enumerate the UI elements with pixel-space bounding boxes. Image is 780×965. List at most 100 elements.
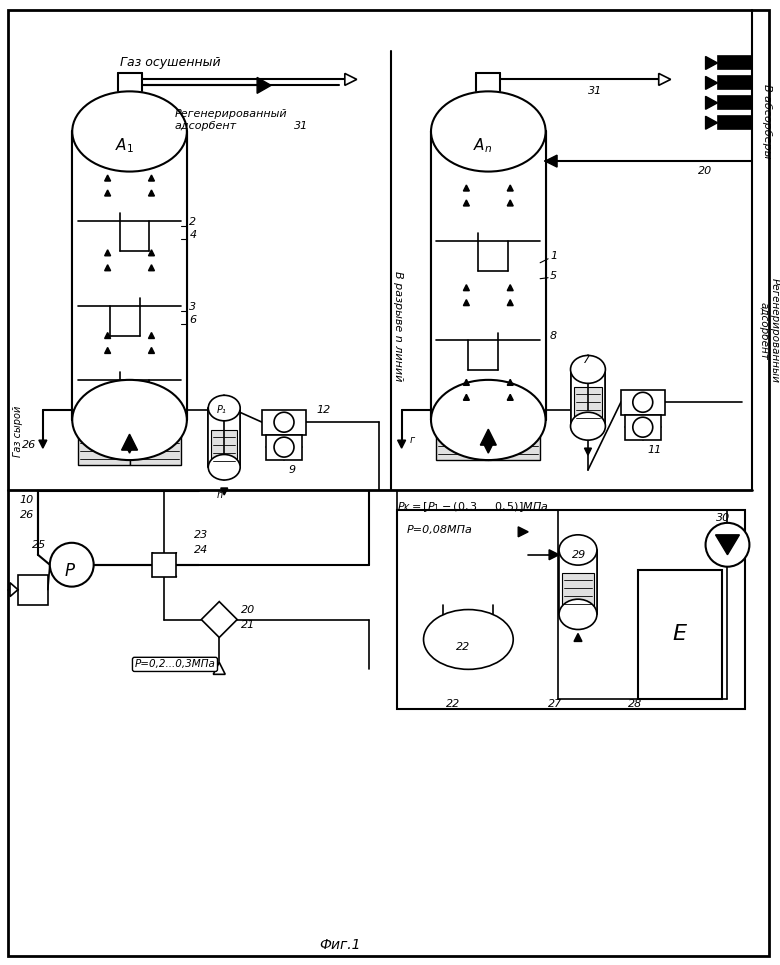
Circle shape: [274, 412, 294, 432]
Polygon shape: [463, 379, 470, 385]
Bar: [211, 430, 237, 468]
Bar: [78, 435, 129, 465]
Bar: [262, 410, 306, 435]
Ellipse shape: [431, 92, 546, 172]
Polygon shape: [484, 445, 492, 454]
Polygon shape: [105, 347, 111, 353]
Polygon shape: [105, 264, 111, 271]
Polygon shape: [463, 395, 470, 400]
Bar: [718, 116, 753, 129]
Text: 21: 21: [241, 620, 255, 629]
Polygon shape: [148, 175, 154, 181]
Text: 20: 20: [697, 166, 712, 176]
Circle shape: [50, 542, 94, 587]
Text: 8: 8: [550, 330, 557, 341]
Bar: [625, 415, 661, 440]
Text: 28: 28: [628, 700, 642, 709]
Ellipse shape: [208, 455, 240, 480]
Polygon shape: [507, 379, 513, 385]
Text: 2: 2: [190, 217, 197, 227]
Text: 6: 6: [190, 315, 197, 324]
Text: 4: 4: [190, 230, 197, 240]
Polygon shape: [148, 190, 154, 196]
Ellipse shape: [559, 535, 597, 565]
Text: 26: 26: [20, 510, 34, 520]
Text: 23: 23: [194, 530, 208, 539]
Bar: [718, 57, 753, 69]
Bar: [638, 569, 722, 700]
Text: Регенерированный
адсорбент: Регенерированный адсорбент: [175, 109, 287, 131]
Text: $P_K=[P_1-(0,3...0,5)]МПа$: $P_K=[P_1-(0,3...0,5)]МПа$: [396, 500, 548, 513]
Text: 10: 10: [20, 495, 34, 505]
Text: В абсорберы: В абсорберы: [762, 84, 772, 158]
Polygon shape: [105, 175, 111, 181]
Ellipse shape: [424, 610, 513, 670]
Polygon shape: [706, 57, 718, 69]
Polygon shape: [105, 190, 111, 196]
Polygon shape: [345, 73, 356, 85]
Polygon shape: [584, 448, 591, 455]
Polygon shape: [463, 185, 470, 191]
Text: 30: 30: [715, 512, 730, 523]
Ellipse shape: [559, 599, 597, 629]
Bar: [574, 387, 602, 427]
Bar: [621, 390, 665, 415]
Text: h: h: [216, 490, 222, 500]
Circle shape: [274, 437, 294, 457]
Polygon shape: [148, 347, 154, 353]
Ellipse shape: [570, 355, 605, 383]
Polygon shape: [10, 583, 18, 596]
Bar: [488, 430, 540, 460]
Text: Газ сырой: Газ сырой: [13, 405, 23, 456]
Bar: [718, 76, 753, 90]
Polygon shape: [507, 185, 513, 191]
Polygon shape: [126, 445, 133, 454]
Polygon shape: [105, 333, 111, 339]
Bar: [718, 96, 753, 109]
Text: 22: 22: [456, 643, 470, 652]
Polygon shape: [463, 300, 470, 306]
Polygon shape: [706, 96, 718, 109]
Ellipse shape: [431, 380, 546, 460]
Polygon shape: [659, 73, 671, 85]
Polygon shape: [507, 200, 513, 206]
Text: 22: 22: [445, 700, 459, 709]
Text: 24: 24: [194, 545, 208, 555]
Text: 26: 26: [22, 440, 36, 450]
Polygon shape: [463, 200, 470, 206]
Text: В разрыве n линий: В разрыве n линий: [392, 271, 402, 381]
Polygon shape: [105, 250, 111, 256]
Text: P=0,08МПа: P=0,08МПа: [406, 525, 473, 535]
Bar: [129, 435, 182, 465]
Text: E: E: [672, 624, 686, 645]
Text: 12: 12: [317, 405, 332, 415]
Bar: [18, 575, 48, 605]
Ellipse shape: [73, 92, 187, 172]
Polygon shape: [201, 601, 237, 638]
Polygon shape: [148, 333, 154, 339]
Bar: [431, 131, 546, 420]
Circle shape: [706, 523, 750, 566]
Polygon shape: [213, 662, 225, 675]
Text: Регенерированный
адсорбент: Регенерированный адсорбент: [758, 278, 780, 383]
Text: 3: 3: [190, 302, 197, 312]
Polygon shape: [463, 285, 470, 290]
Bar: [570, 370, 605, 427]
Text: 31: 31: [588, 87, 602, 96]
Ellipse shape: [208, 396, 240, 421]
Bar: [73, 131, 187, 420]
Circle shape: [633, 393, 653, 412]
Polygon shape: [398, 440, 406, 448]
Polygon shape: [39, 440, 47, 448]
Text: 25: 25: [32, 539, 46, 550]
Text: 27: 27: [548, 700, 562, 709]
Polygon shape: [507, 300, 513, 306]
Text: 31: 31: [294, 122, 308, 131]
Polygon shape: [706, 116, 718, 129]
Polygon shape: [549, 550, 559, 560]
Text: 7: 7: [583, 355, 590, 366]
Text: $A_n$: $A_n$: [473, 136, 493, 155]
Text: P=0,2...0,3МПа: P=0,2...0,3МПа: [134, 659, 215, 670]
Text: 11: 11: [647, 445, 662, 455]
Polygon shape: [148, 250, 154, 256]
